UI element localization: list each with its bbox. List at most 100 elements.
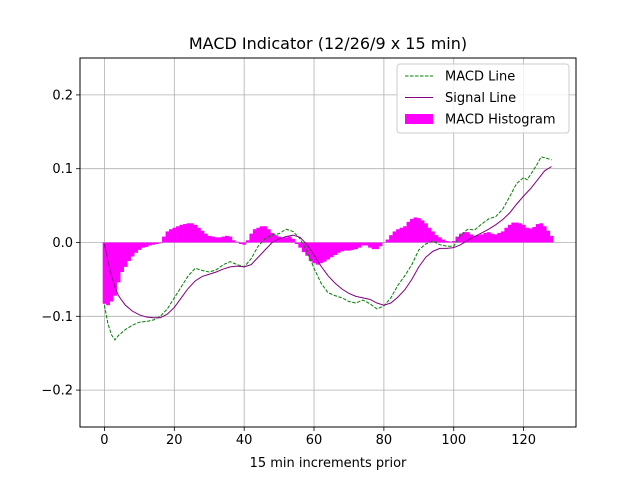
histogram-bar: [176, 226, 180, 243]
histogram-bar: [417, 218, 421, 243]
histogram-bar: [102, 242, 107, 304]
histogram-bar: [221, 236, 226, 243]
histogram-bar: [263, 226, 268, 243]
histogram-bar: [368, 242, 372, 248]
histogram-bar: [197, 227, 201, 243]
histogram-bar: [486, 232, 491, 243]
y-tick-label: 0.0: [52, 236, 73, 251]
histogram-bar: [483, 232, 488, 243]
histogram-bar: [190, 223, 194, 243]
histogram-bar: [521, 224, 526, 243]
histogram-bar: [172, 227, 177, 243]
y-tick-label: 0.1: [52, 162, 73, 177]
histogram-bar: [322, 242, 327, 262]
histogram-bar: [448, 241, 453, 243]
histogram-bar: [364, 242, 369, 246]
histogram-bar: [284, 237, 289, 243]
histogram-bar: [528, 228, 533, 243]
histogram-bar: [291, 238, 296, 243]
histogram-bar: [493, 234, 498, 243]
x-tick-label: 80: [376, 433, 393, 448]
x-tick-label: 40: [236, 433, 253, 448]
histogram-bar: [396, 229, 400, 243]
histogram-bar: [245, 240, 250, 243]
histogram-bar: [210, 236, 215, 243]
histogram-bars: [102, 217, 554, 306]
histogram-bar: [266, 229, 271, 243]
histogram-bar: [410, 218, 414, 243]
histogram-bar: [350, 242, 355, 250]
histogram-bar: [507, 224, 512, 243]
histogram-bar: [535, 224, 540, 243]
histogram-bar: [458, 233, 463, 243]
histogram-bar: [294, 242, 299, 244]
histogram-bar: [179, 224, 184, 243]
histogram-bar: [472, 235, 477, 243]
histogram-bar: [256, 227, 261, 243]
x-tick-label: 100: [441, 433, 466, 448]
x-tick-label: 0: [100, 433, 108, 448]
histogram-bar: [357, 242, 362, 248]
x-tick-label: 120: [511, 433, 536, 448]
histogram-bar: [141, 242, 145, 248]
histogram-bar: [214, 237, 219, 243]
histogram-bar: [399, 227, 404, 243]
histogram-bar: [378, 242, 383, 247]
histogram-bar: [333, 242, 338, 256]
histogram-bar: [452, 241, 456, 243]
histogram-bar: [155, 242, 159, 244]
histogram-bar: [518, 223, 523, 243]
histogram-bar: [287, 236, 292, 243]
chart-title: MACD Indicator (12/26/9 x 15 min): [189, 34, 467, 53]
histogram-bar: [420, 220, 425, 243]
histogram-bar: [347, 242, 352, 251]
histogram-bar: [162, 236, 166, 243]
histogram-bar: [462, 232, 467, 243]
histogram-bar: [438, 237, 442, 243]
histogram-bar: [392, 231, 397, 243]
histogram-bar: [427, 227, 432, 243]
signal-line: [103, 166, 552, 319]
histogram-bar: [186, 223, 191, 243]
histogram-bar: [137, 242, 142, 250]
histogram-bar: [431, 231, 435, 243]
histogram-bar: [217, 237, 222, 243]
legend-histogram-swatch: [405, 114, 433, 124]
histogram-bar: [445, 241, 449, 243]
histogram-bar: [252, 229, 257, 243]
histogram-bar: [127, 242, 131, 261]
histogram-bar: [403, 226, 407, 243]
series-lines: [103, 156, 552, 341]
histogram-bar: [277, 236, 282, 243]
histogram-bar: [326, 242, 331, 260]
histogram-bar: [270, 232, 275, 243]
histogram-bar: [371, 242, 376, 250]
histogram-bar: [532, 227, 537, 243]
histogram-bar: [343, 242, 348, 251]
histogram-bar: [312, 242, 317, 264]
histogram-bar: [329, 242, 334, 258]
histogram-bar: [441, 239, 446, 243]
histogram-bar: [183, 224, 187, 243]
histogram-bar: [465, 232, 470, 243]
legend-signal-label: Signal Line: [445, 91, 516, 106]
histogram-bar: [200, 230, 205, 243]
histogram-bar: [514, 222, 519, 243]
histogram-bar: [249, 233, 254, 243]
histogram-bar: [305, 242, 310, 256]
histogram-bar: [546, 230, 551, 243]
histogram-bar: [511, 222, 516, 243]
histogram-bar: [238, 242, 243, 244]
histogram-bar: [298, 242, 303, 248]
histogram-bar: [539, 223, 544, 243]
histogram-bar: [109, 242, 114, 302]
histogram-bar: [193, 224, 198, 243]
histogram-bar: [207, 235, 212, 243]
histogram-bar: [497, 232, 502, 243]
histogram-bar: [413, 217, 418, 243]
histogram-bar: [123, 242, 128, 267]
y-tick-label: −0.2: [41, 384, 73, 399]
histogram-bar: [144, 242, 149, 247]
histogram-bar: [165, 231, 170, 243]
histogram-bar: [479, 234, 484, 243]
